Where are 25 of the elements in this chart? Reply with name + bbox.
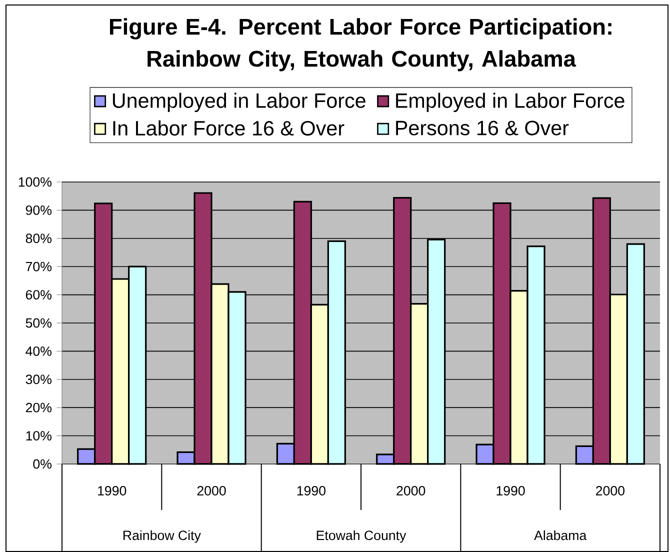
y-tick-label: 30% (26, 374, 52, 384)
legend-label: In Labor Force 16 & Over (113, 120, 344, 136)
x-tick-label: 2000 (396, 486, 426, 496)
x-tick-label: 1990 (496, 486, 525, 496)
text: Etowah County (316, 530, 406, 543)
legend-label: Employed in Labor Force (396, 92, 624, 112)
y-tick-label: 20% (26, 402, 52, 412)
y-tick-label: 60% (26, 290, 52, 300)
y-tick-label: 10% (26, 431, 52, 440)
chart-title: Figure E-4. Percent Labor Force Participation: Rainbow City, Etowah County, Alabama (110, 18, 612, 72)
legend-label: Persons 16 & Over (396, 120, 569, 136)
y-tick-label: 40% (26, 346, 52, 356)
x-tick-label: 1990 (98, 486, 126, 496)
text: Alabama (534, 530, 587, 540)
x-tick-label: 2000 (596, 486, 624, 496)
y-tick-label: 100% (18, 177, 52, 187)
y-tick-label: 50% (26, 318, 52, 328)
y-tick-label: 80% (26, 234, 52, 244)
legend-label: Unemployed in Labor Force (112, 92, 366, 112)
y-tick-label: 70% (26, 262, 52, 272)
x-tick-label: 2000 (197, 486, 226, 496)
text: Rainbow City (123, 530, 201, 543)
x-tick-label: 1990 (297, 486, 326, 496)
y-tick-label: 0% (33, 459, 52, 469)
y-tick-label: 90% (26, 205, 52, 215)
